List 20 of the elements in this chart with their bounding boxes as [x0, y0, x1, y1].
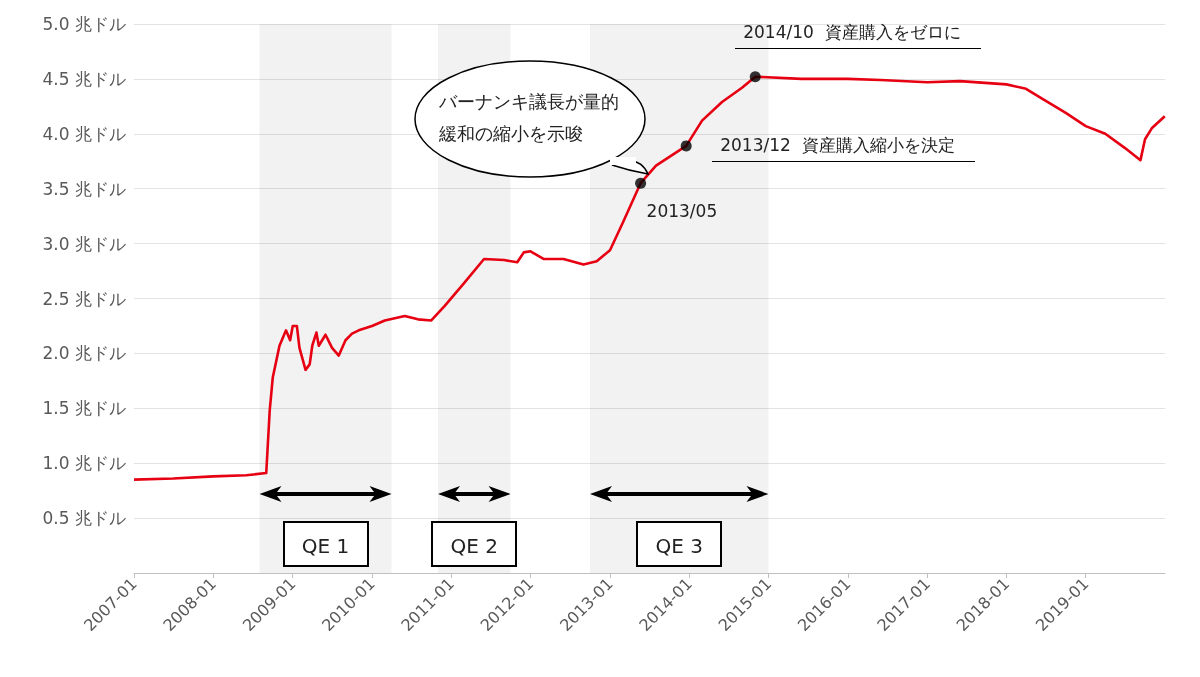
annotation: 2014/10 資産購入をゼロに — [735, 20, 981, 49]
y-tick-label: 5.0 兆ドル — [42, 14, 126, 34]
y-tick-label: 1.0 兆ドル — [42, 453, 126, 474]
y-tick-label: 2.5 兆ドル — [42, 288, 126, 309]
annotation: バーナンキ議長が量的緩和の縮小を示唆 — [439, 90, 620, 146]
y-tick-label: 4.5 兆ドル — [42, 68, 126, 89]
annotation: 2013/05 — [646, 201, 718, 222]
point — [680, 140, 692, 152]
band-label: QE 1 — [282, 521, 369, 567]
y-tick-label: 2.0 兆ドル — [42, 343, 126, 364]
y-tick-label: 4.0 兆ドル — [42, 123, 126, 144]
band-label: QE 3 — [636, 521, 723, 567]
y-tick-label: 3.0 兆ドル — [42, 233, 126, 254]
point — [635, 177, 647, 189]
y-tick-label: 1.5 兆ドル — [42, 398, 126, 419]
y-tick-label: 0.5 兆ドル — [42, 508, 126, 529]
point — [749, 71, 761, 83]
band-label: QE 2 — [431, 521, 518, 567]
annotation: 2013/12 資産購入縮小を決定 — [712, 133, 975, 162]
y-tick-label: 3.5 兆ドル — [42, 178, 126, 199]
